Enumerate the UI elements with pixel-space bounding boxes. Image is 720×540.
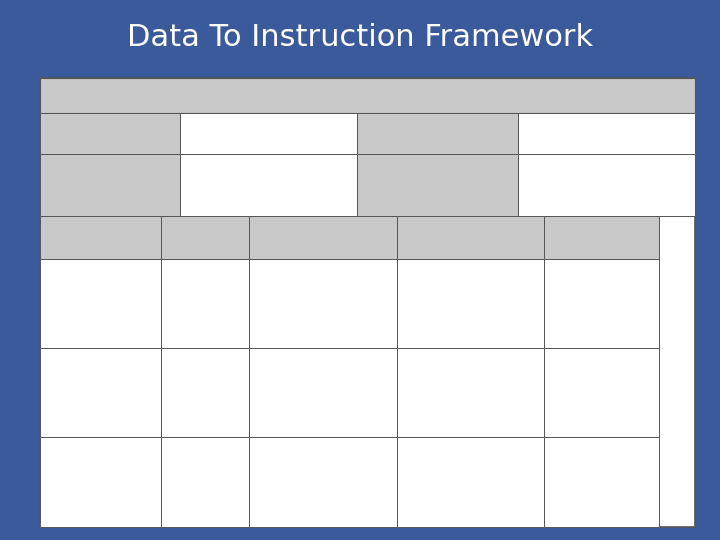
Text: _____ and Above: _____ and Above: [63, 324, 137, 333]
Text: Students
Names: Students Names: [185, 228, 225, 247]
Text: Class Name:: Class Name:: [44, 163, 105, 173]
Text: Intervention
Instruction: Intervention Instruction: [73, 453, 128, 472]
Text: Formative Assessment: Formative Assessment: [550, 233, 652, 242]
Text: Instructional
RIT Range: Instructional RIT Range: [72, 228, 129, 247]
Text: Data to Instruction Framework—MAP/MPG: Data to Instruction Framework—MAP/MPG: [228, 89, 507, 103]
Text: Whole Group
Instruction: Whole Group Instruction: [71, 363, 130, 383]
Text: Content Area:: Content Area:: [449, 126, 516, 137]
Text: Overall RIT Score: Overall RIT Score: [44, 187, 128, 198]
Text: Goal Performance Area:: Goal Performance Area:: [400, 194, 516, 204]
Text: Instructional Strategies
/Student Activities: Instructional Strategies /Student Activi…: [418, 228, 523, 247]
Text: _____ and Below: _____ and Below: [64, 502, 137, 511]
Text: Standards and Skills
from Learning Continuum: Standards and Skills from Learning Conti…: [265, 228, 381, 247]
Text: RIT Range:: RIT Range:: [76, 413, 125, 422]
Text: Topic:: Topic:: [488, 166, 516, 176]
Text: Range:: Range:: [44, 197, 78, 207]
Text: Teacher Name:: Teacher Name:: [44, 126, 117, 137]
Text: Data To Instruction Framework: Data To Instruction Framework: [127, 23, 593, 52]
Text: Enrichment
Instruction: Enrichment Instruction: [74, 274, 126, 294]
